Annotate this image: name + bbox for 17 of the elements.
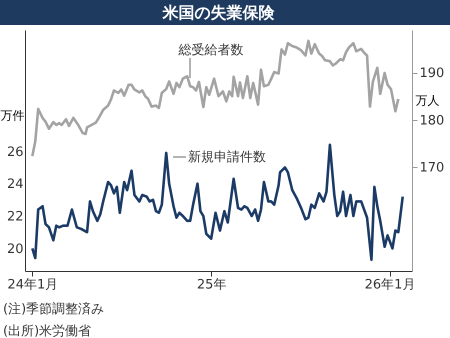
y2-tick-label: 190 [420,66,444,82]
y-tick-label: 20 [6,242,24,257]
x-tick-label: 25年 [196,278,226,292]
text: (注)季節調整済み [3,301,104,317]
series-label: 総受給者数 [178,43,244,58]
y-axis-title: 万件 [0,108,24,122]
y-tick-label: 22 [6,210,24,225]
chart-title: 米国の失業保険 [162,3,276,22]
series-label: 新規申請件数 [188,150,266,165]
y2-axis-title: 万人 [416,94,440,108]
y2-tick-label: 180 [420,113,444,128]
text: (出所)米労働省 [3,324,92,338]
x-tick-label: 24年1月 [7,278,58,292]
y2-tick-label: 170 [420,160,444,176]
y-tick-label: 24 [6,177,24,192]
x-tick-label: 26年1月 [364,278,416,292]
y-tick-label: 26 [6,144,24,160]
